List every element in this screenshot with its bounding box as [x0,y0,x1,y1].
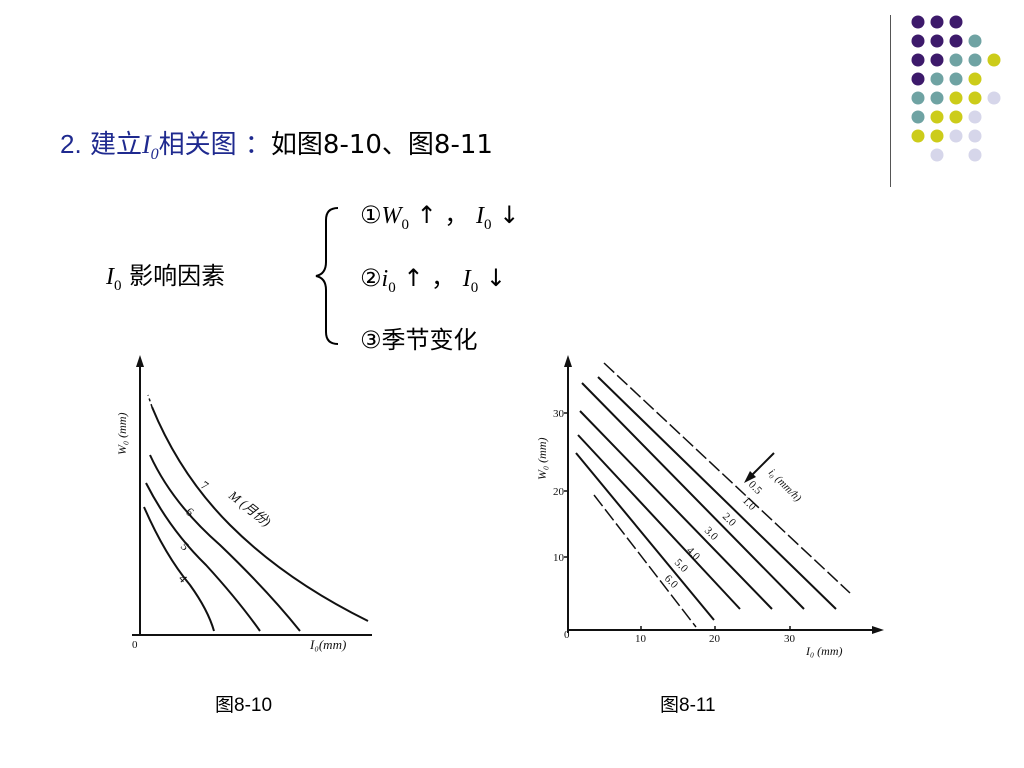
x-tick-10: 10 [635,633,647,645]
decorative-dot [968,34,982,48]
decorative-dot [911,110,925,124]
decorative-dot [930,15,944,29]
y-tick-20: 20 [553,486,565,498]
title-prefix: 建立 [89,130,142,160]
origin-label: 0 [132,639,138,651]
decorative-dot [911,53,925,67]
decorative-dot [949,53,963,67]
x-tick-20: 20 [709,633,721,645]
y-axis-arrow [136,355,144,367]
line-0.5 [603,362,851,594]
y-tick-30: 30 [553,408,565,420]
decorative-dot [930,91,944,105]
y-axis-label: W₀ (mm) [115,413,129,456]
decorative-dot [949,72,963,86]
curve-6 [149,454,301,632]
decorative-dot [930,129,944,143]
param-label: M (月份) [225,487,273,529]
decorative-dot [930,110,944,124]
line-2.0 [581,382,805,610]
curly-brace [315,207,339,345]
line-4.0 [577,434,741,610]
decorative-dot [968,148,982,162]
decorative-dot [911,34,925,48]
decorative-dot-grid [911,15,1001,162]
param-label: i₀ (mm/h) [766,467,804,505]
decorative-dot [968,72,982,86]
figure-8-10: 0 W₀ (mm) I₀(mm) 7 6 5 4 M (月份) [110,355,380,660]
decorative-dot [930,53,944,67]
origin-label: 0 [564,629,570,641]
curve-4 [143,506,215,632]
decorative-dot [911,91,925,105]
decorative-dot [987,91,1001,105]
x-tick-30: 30 [784,633,796,645]
x-axis-arrow [872,626,884,634]
param-arrowhead [744,471,756,483]
factor-label: I0 影响因素 [106,262,226,294]
line-1.0 [597,376,837,610]
decorative-dot [949,15,963,29]
decorative-dot [930,148,944,162]
decorative-dot [911,15,925,29]
curve-label-6: 6 [183,505,197,520]
decorative-dot [968,110,982,124]
decorative-dot [987,53,1001,67]
decorative-dot [949,129,963,143]
factor-item-2: ②i0 ↑ ， I0 ↓ [360,264,506,296]
decorative-dot [949,34,963,48]
factor-item-1: ①W0 ↑ ， I0 ↓ [360,201,520,233]
line-label-1.0: 1.0 [740,495,759,514]
line-3.0 [579,410,773,610]
decorative-divider [890,15,891,187]
curve-5 [145,482,261,632]
decorative-dot [968,129,982,143]
decorative-dot [968,53,982,67]
title-number: 2. [60,129,82,159]
curve-7 [151,406,369,622]
line-6.0 [593,494,697,628]
curve-label-7: 7 [198,478,211,493]
y-axis-arrow [564,355,572,367]
param-arrow [749,452,775,478]
y-tick-10: 10 [553,552,565,564]
decorative-dot [911,129,925,143]
caption-figure-8-10: 图8-10 [215,695,273,716]
decorative-dot [911,72,925,86]
curve-7-dash [147,394,153,408]
x-axis-label: I₀(mm) [309,637,346,652]
decorative-dot [930,34,944,48]
decorative-dot [930,72,944,86]
figure-8-11: 0 30 20 10 10 20 30 W₀ (mm) I₀ (mm) 0.5 … [528,355,890,660]
title-reference: 如图8-10、图8-11 [270,130,493,160]
decorative-dot [968,91,982,105]
line-5.0 [575,452,715,621]
decorative-dot [949,91,963,105]
title-suffix: 相关图 ： [158,130,271,160]
page-title: 2. 建立I0相关图 ：如图8-10、图8-11 [60,126,493,173]
curve-label-5: 5 [178,539,192,553]
caption-figure-8-11: 图8-11 [660,695,716,716]
x-axis-label: I₀ (mm) [805,644,843,658]
factor-item-3: ③季节变化 [360,326,478,354]
y-axis-label: W₀ (mm) [535,438,549,481]
decorative-dot [949,110,963,124]
line-label-4.0: 4.0 [684,545,703,564]
title-variable: I0 [141,130,159,164]
